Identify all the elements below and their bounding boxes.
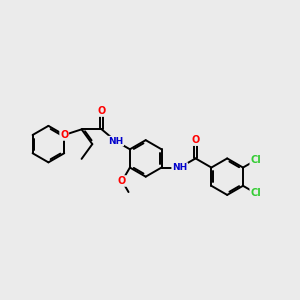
Text: Cl: Cl (250, 155, 261, 165)
Text: O: O (98, 106, 106, 116)
Text: O: O (118, 176, 126, 186)
Text: Cl: Cl (250, 188, 261, 198)
Text: O: O (60, 130, 68, 140)
Text: NH: NH (172, 163, 188, 172)
Text: O: O (191, 135, 200, 145)
Text: NH: NH (108, 136, 123, 146)
